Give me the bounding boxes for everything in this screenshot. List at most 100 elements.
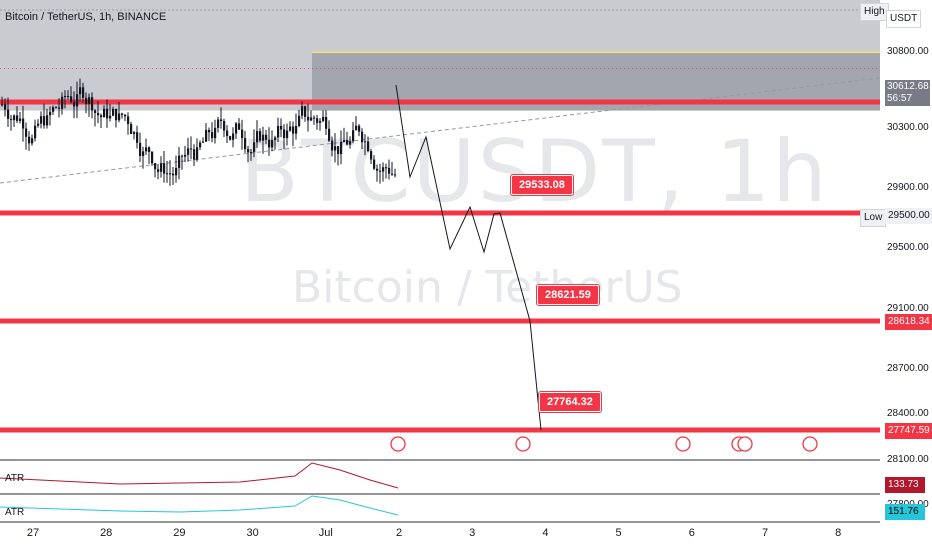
candle-body [151, 151, 154, 164]
candle-body [91, 97, 94, 111]
candle-body [250, 152, 253, 154]
candle-body [19, 118, 22, 121]
candle-body [382, 167, 385, 172]
price-tick-label: 28100.00 [887, 453, 929, 465]
candle-body [376, 168, 379, 171]
candle-body [133, 132, 136, 135]
candle-body [370, 151, 373, 160]
candle-body [145, 147, 148, 152]
level-label-29500: 29500.00 [885, 208, 932, 224]
candle-body [85, 97, 88, 104]
candle-body [1, 104, 4, 106]
candle-body [100, 115, 103, 118]
candle-body [70, 96, 73, 102]
time-tick-label: Jul [318, 527, 333, 539]
candle-body [181, 155, 184, 157]
candle-body [121, 113, 124, 115]
candle-body [193, 149, 196, 160]
candle-body [355, 125, 358, 131]
candle-body [163, 163, 166, 174]
candle-body [298, 115, 301, 127]
candle-body [37, 123, 40, 126]
candle-body [4, 104, 7, 110]
candle-body [34, 125, 37, 139]
candle-body [379, 170, 382, 172]
callout-target-3[interactable]: 27764.32 [539, 392, 601, 412]
candle-body [301, 106, 304, 116]
candle-body [265, 134, 268, 140]
candle-body [331, 140, 334, 151]
candle-body [25, 128, 28, 137]
lightning-event-icon [390, 436, 406, 452]
candle-body [28, 136, 31, 144]
candle-body [223, 121, 226, 131]
callout-target-2[interactable]: 28621.59 [537, 285, 599, 305]
candle-body [73, 101, 76, 107]
candle-body [64, 96, 67, 98]
candle-body [79, 87, 82, 95]
candle-body [256, 131, 259, 143]
current-price-label: 30612.68 56:57 [885, 80, 930, 106]
atr-line-2 [0, 495, 399, 516]
candle-body [199, 142, 202, 148]
currency-label[interactable]: USDT [886, 10, 922, 28]
candle-body [328, 128, 331, 141]
symbol-header: Bitcoin / TetherUS, 1h, BINANCE [5, 11, 167, 23]
candle-body [13, 115, 16, 121]
candle-body [274, 137, 277, 141]
time-tick-label: 8 [835, 527, 842, 539]
candle-body [43, 116, 46, 126]
candle-body [292, 126, 295, 134]
us-flag-event-icon [737, 436, 753, 452]
candle-body [49, 111, 52, 116]
candle-body [52, 107, 55, 112]
candle-body [205, 129, 208, 142]
candle-body [115, 108, 118, 121]
candle-body [88, 97, 91, 104]
current-price-value: 30612.68 [887, 81, 929, 92]
price-tick-label: 28400.00 [887, 408, 929, 420]
candle-body [94, 110, 97, 113]
candle-body [217, 119, 220, 128]
time-tick-label: 6 [688, 527, 695, 539]
candle-body [31, 138, 34, 144]
candle-body [55, 107, 58, 109]
candle-body [322, 116, 325, 121]
candle-body [334, 146, 337, 151]
candle-body [229, 136, 232, 140]
high-label: High [860, 3, 889, 21]
high-zone [0, 0, 880, 111]
time-tick-label: 7 [761, 527, 769, 539]
candle-body [175, 167, 178, 176]
low-label: Low [860, 209, 887, 227]
price-tick-label: 29900.00 [887, 182, 929, 193]
atr-value-1: 133.73 [885, 477, 925, 493]
candle-body [313, 117, 316, 119]
candle-body [349, 141, 352, 145]
price-tick-label: 29500.00 [887, 242, 929, 254]
candle-body [7, 109, 10, 119]
callout-target-1[interactable]: 29533.08 [511, 175, 573, 195]
countdown-value: 56:57 [887, 93, 913, 104]
candle-body [106, 108, 109, 119]
candle-body [286, 130, 289, 139]
us-flag-event-icon [515, 436, 531, 452]
candle-body [103, 108, 106, 118]
candle-body [268, 139, 271, 148]
candle-body [241, 129, 244, 139]
trend-line [0, 77, 881, 184]
candle-body [271, 140, 274, 148]
candle-body [307, 116, 310, 121]
candle-body [184, 154, 187, 157]
candle-body [58, 107, 61, 109]
price-tick-label: 30300.00 [887, 121, 929, 133]
candle-body [112, 108, 115, 116]
candle-body [325, 116, 328, 129]
candle-body [124, 114, 127, 117]
candle-body [187, 148, 190, 155]
candle-body [166, 173, 169, 175]
candle-body [118, 113, 121, 121]
time-tick-label: 30 [246, 527, 259, 539]
time-tick-label: 2 [395, 527, 403, 539]
